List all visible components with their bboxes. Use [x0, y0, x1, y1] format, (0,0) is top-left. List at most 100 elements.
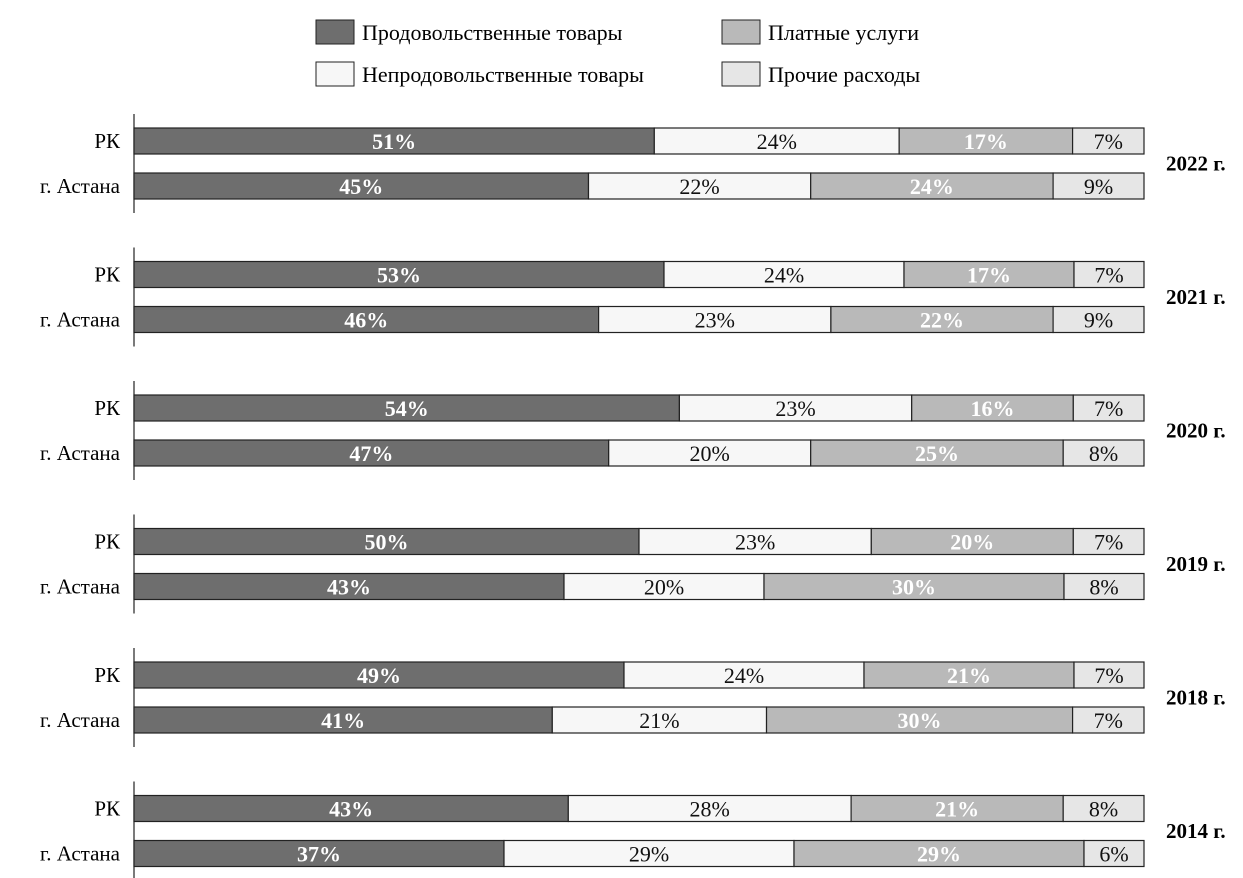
group-label-year: 2021 г.	[1166, 285, 1226, 309]
row-label-г-астана: г. Астана	[40, 708, 121, 732]
row-label-г-астана: г. Астана	[40, 575, 121, 599]
bar-segment-платные-услуги	[911, 394, 1074, 422]
data-label: 9%	[1084, 308, 1113, 333]
row-label-г-астана: г. Астана	[40, 441, 121, 465]
legend-swatch-непродовольственные-товары	[315, 61, 355, 87]
bar-segment-прочие-расходы	[1072, 527, 1145, 556]
group-label-year: 2018 г.	[1166, 686, 1226, 710]
data-label: 20%	[690, 441, 730, 466]
data-label: 6%	[1099, 842, 1128, 867]
bar-segment-продовольственные-товары	[133, 572, 565, 601]
data-label: 8%	[1089, 441, 1118, 466]
data-label: 50%	[365, 530, 409, 555]
bar-segment-непродовольственные-товары	[663, 260, 905, 289]
data-label: 8%	[1089, 797, 1118, 822]
data-label: 20%	[950, 530, 994, 555]
data-label: 45%	[339, 174, 383, 199]
legend-label-непродовольственные-товары: Непродовольственные товары	[362, 62, 644, 87]
data-label: 37%	[297, 842, 341, 867]
row-label-г-астана: г. Астана	[40, 842, 121, 866]
data-label: 7%	[1094, 708, 1123, 733]
data-label: 51%	[372, 129, 416, 154]
group-2014-г: РК 43% 28% 21% 8% г. Астана 37% 29% 29% 6% 2014 г.	[40, 781, 1226, 878]
group-label-year: 2020 г.	[1166, 419, 1226, 443]
group-2018-г: РК 49% 24% 21% 7%г. Астана 41% 21% 30% 7%2018 г.	[40, 648, 1226, 747]
bar-segment-непродовольственные-товары	[551, 706, 768, 734]
bar-segment-непродовольственные-товары	[597, 305, 832, 334]
row-label-рк: РК	[94, 663, 121, 687]
data-label: 17%	[967, 263, 1011, 288]
bar-segment-прочие-расходы	[1073, 260, 1145, 289]
bar-segment-непродовольственные-товары	[678, 394, 913, 422]
row-label-г-астана: г. Астана	[40, 308, 121, 332]
data-label: 30%	[892, 575, 936, 600]
bar-segment-прочие-расходы	[1052, 172, 1145, 200]
data-label: 7%	[1094, 530, 1123, 555]
legend-label-прочие-расходы: Прочие расходы	[768, 62, 920, 87]
legend-label-платные-услуги: Платные услуги	[768, 20, 919, 45]
bar-segment-продовольственные-товары	[133, 527, 640, 556]
data-label: 43%	[327, 575, 371, 600]
bar-segment-прочие-расходы	[1062, 439, 1145, 467]
data-label: 22%	[679, 174, 719, 199]
data-label: 17%	[964, 129, 1008, 154]
row-label-рк: РК	[94, 396, 121, 420]
bar-segment-платные-услуги	[898, 127, 1074, 155]
group-2019-г: РК 50% 23% 20% 7% г. Астана 43% 20% 30% 8% 2019 г.	[40, 514, 1226, 614]
data-label: 8%	[1089, 575, 1118, 600]
row-label-рк: РК	[94, 530, 121, 554]
row-label-г-астана: г. Астана	[40, 174, 121, 198]
data-label: 29%	[917, 842, 961, 867]
bar-segment-продовольственные-товары	[133, 839, 505, 868]
bar-segment-прочие-расходы	[1052, 305, 1145, 334]
data-label: 7%	[1094, 263, 1123, 288]
bar-segment-прочие-расходы	[1072, 394, 1145, 422]
group-2021-г: РК 53% 24% 17% 7% г. Астана 46% 23% 22% 9% 2021 г.	[40, 247, 1226, 347]
data-label: 22%	[920, 308, 964, 333]
data-label: 21%	[935, 797, 979, 822]
data-label: 30%	[898, 708, 942, 733]
bar-segment-платные-услуги	[850, 794, 1064, 823]
legend-label-продовольственные-товары: Продовольственные товары	[362, 20, 623, 45]
data-label: 54%	[385, 396, 429, 421]
data-label: 23%	[775, 396, 815, 421]
bar-segment-продовольственные-товары	[133, 394, 681, 422]
data-label: 16%	[971, 396, 1015, 421]
data-label: 29%	[629, 842, 669, 867]
group-2022-г: РК 51% 24% 17% 7% г. Астана 45% 22% 24% 9% 2022 г.	[40, 114, 1226, 213]
row-label-рк: РК	[94, 797, 121, 821]
data-label: 47%	[349, 441, 393, 466]
bar-segment-продовольственные-товары	[133, 260, 665, 289]
legend-swatch-платные-услуги	[721, 19, 761, 45]
bar-segment-продовольственные-товары	[133, 439, 610, 467]
bar-segment-непродовольственные-товары	[567, 794, 852, 823]
data-label: 28%	[690, 797, 730, 822]
data-label: 7%	[1094, 129, 1123, 154]
data-label: 24%	[764, 263, 804, 288]
bar-segment-платные-услуги	[830, 305, 1054, 334]
bar-segment-платные-услуги	[863, 661, 1075, 689]
data-label: 25%	[915, 441, 959, 466]
data-label: 41%	[321, 708, 365, 733]
bar-segment-непродовольственные-товары	[653, 127, 900, 155]
group-2020-г: РК 54% 23% 16% 7% г. Астана 47% 20% 25% 8% 2020 г.	[40, 381, 1226, 480]
data-label: 7%	[1094, 663, 1123, 688]
data-label: 7%	[1094, 396, 1123, 421]
bar-segment-прочие-расходы	[1083, 839, 1145, 868]
legend-swatch-продовольственные-товары	[315, 19, 355, 45]
bar-segment-прочие-расходы	[1071, 706, 1145, 734]
data-label: 49%	[357, 663, 401, 688]
data-label: 46%	[344, 308, 388, 333]
data-label: 21%	[639, 708, 679, 733]
row-label-рк: РК	[94, 263, 121, 287]
legend-swatch-прочие-расходы	[721, 61, 761, 87]
data-label: 9%	[1084, 174, 1113, 199]
bar-segment-прочие-расходы	[1071, 127, 1145, 155]
data-label: 23%	[695, 308, 735, 333]
bar-segment-прочие-расходы	[1062, 794, 1145, 823]
row-label-рк: РК	[94, 129, 121, 153]
data-label: 24%	[757, 129, 797, 154]
data-label: 23%	[735, 530, 775, 555]
bar-segment-непродовольственные-товары	[638, 527, 872, 556]
